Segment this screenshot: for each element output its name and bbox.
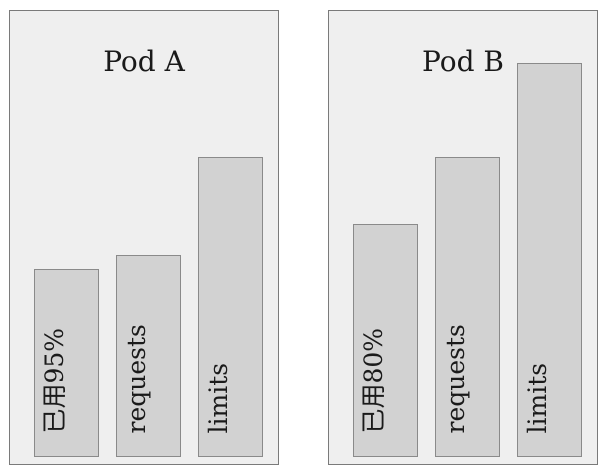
- pod-b-used-label: 已用80%: [358, 327, 388, 434]
- pod-a-used-label: 已用95%: [39, 327, 69, 434]
- pod-a-used-bar: 已用95%: [34, 269, 99, 457]
- pod-b-limits-label: limits: [522, 362, 552, 434]
- pod-a-limits-bar: limits: [198, 157, 263, 457]
- pod-a-requests-bar: requests: [116, 255, 181, 457]
- pod-b-panel: Pod B 已用80% requests limits: [328, 10, 598, 465]
- pod-a-requests-label: requests: [121, 324, 151, 434]
- pod-b-title: Pod B: [422, 45, 504, 78]
- pod-b-used-bar: 已用80%: [353, 224, 418, 457]
- pod-b-requests-bar: requests: [435, 157, 500, 457]
- pod-b-requests-label: requests: [440, 324, 470, 434]
- pod-a-limits-label: limits: [203, 362, 233, 434]
- pod-a-title: Pod A: [103, 45, 185, 78]
- pod-a-panel: Pod A 已用95% requests limits: [9, 10, 279, 465]
- pod-b-limits-bar: limits: [517, 63, 582, 457]
